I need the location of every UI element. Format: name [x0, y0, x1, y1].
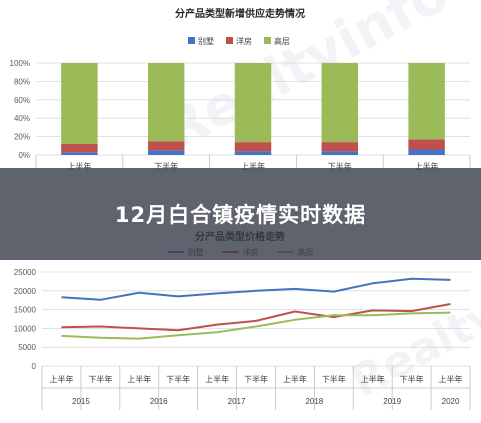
x-tick-label: 上半年 [49, 374, 73, 384]
bar-segment [234, 151, 272, 155]
chart-title: 分产品类型新增供应走势情况 [175, 7, 305, 20]
bar-segment [147, 150, 185, 155]
bar-segment [61, 63, 98, 144]
y-tick-label: 80% [14, 77, 30, 86]
x-group-label: 2016 [150, 397, 168, 406]
series-line [61, 303, 451, 332]
y-tick-label: 20% [14, 133, 30, 142]
y-tick-label: 15000 [14, 306, 37, 315]
x-tick-label: 下半年 [244, 374, 268, 384]
x-tick-label: 上半年 [205, 374, 229, 384]
legend-label: 洋房 [236, 36, 252, 46]
y-tick-label: 0% [18, 151, 30, 160]
bar-segment [234, 142, 272, 152]
y-tick-label: 5000 [18, 343, 36, 352]
series-line [61, 277, 451, 301]
x-tick-label: 下半年 [328, 161, 352, 170]
x-tick-label: 下半年 [400, 374, 424, 384]
x-group-label: 2018 [305, 397, 323, 406]
bar-segment [408, 139, 445, 150]
bar-segment [321, 142, 359, 152]
y-tick-label: 100% [10, 59, 30, 68]
x-tick-label: 上半年 [127, 374, 151, 384]
legend-swatch [188, 37, 195, 44]
y-tick-label: 60% [14, 96, 30, 105]
bar-segment [321, 151, 359, 155]
x-tick-label: 下半年 [88, 374, 112, 384]
x-tick-label: 上半年 [241, 161, 265, 170]
title-banner: 12月白合镇疫情实时数据 [0, 168, 481, 260]
x-group-label: 2020 [442, 397, 460, 406]
bar-segment [61, 152, 98, 155]
bar-segment [147, 141, 185, 151]
y-tick-label: 0 [32, 362, 37, 371]
y-tick-label: 25000 [14, 268, 37, 277]
x-tick-label: 下半年 [166, 374, 190, 384]
bar-segment [408, 149, 445, 155]
bar-segment [147, 63, 185, 142]
y-tick-label: 40% [14, 114, 30, 123]
bar-segment [408, 63, 445, 140]
x-group-label: 2015 [72, 397, 90, 406]
bar-segment [234, 63, 272, 143]
legend-label: 高层 [274, 36, 290, 46]
x-tick-label: 上半年 [283, 374, 307, 384]
x-tick-label: 上半年 [67, 161, 91, 170]
legend-swatch [226, 37, 233, 44]
series-line [61, 311, 451, 340]
x-tick-label: 上半年 [361, 374, 385, 384]
y-tick-label: 10000 [14, 324, 37, 333]
x-tick-label: 上半年 [415, 161, 439, 170]
x-group-label: 2019 [383, 397, 401, 406]
x-tick-label: 上半年 [439, 374, 463, 384]
banner-title: 12月白合镇疫情实时数据 [114, 203, 367, 227]
bar-segment [321, 63, 359, 143]
x-tick-label: 下半年 [322, 374, 346, 384]
x-tick-label: 下半年 [154, 161, 178, 170]
legend-swatch [264, 37, 271, 44]
x-group-label: 2017 [228, 397, 246, 406]
legend-label: 别墅 [198, 36, 214, 46]
bar-segment [61, 143, 98, 153]
y-tick-label: 20000 [14, 287, 37, 296]
